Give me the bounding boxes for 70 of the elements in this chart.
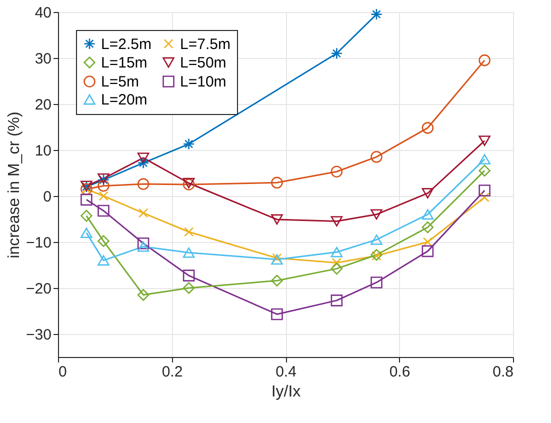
point	[271, 176, 283, 189]
point	[80, 228, 92, 238]
point	[137, 289, 150, 301]
point	[480, 192, 490, 202]
y-tick-label: 10	[34, 142, 52, 160]
legend-label: L=10m	[180, 74, 226, 90]
point	[370, 8, 382, 20]
point	[80, 210, 92, 222]
point	[330, 246, 343, 258]
y-tick-label: 40	[34, 4, 52, 22]
point	[370, 209, 382, 220]
point	[422, 122, 434, 134]
point	[271, 214, 283, 225]
point	[422, 188, 434, 198]
x-tick-label: 0.4	[276, 364, 296, 380]
point	[330, 262, 343, 275]
point	[137, 178, 150, 190]
legend-label: L=5m	[101, 74, 139, 90]
y-tick-label: −30	[26, 326, 52, 344]
point	[184, 227, 194, 237]
point	[80, 194, 92, 206]
point	[98, 180, 110, 192]
point	[332, 258, 342, 268]
point	[138, 208, 148, 218]
point	[98, 191, 108, 201]
point	[182, 270, 195, 282]
y-axis-title: increase in M_cr (%)	[6, 112, 24, 258]
point	[478, 54, 490, 66]
point	[182, 282, 195, 294]
y-tick-label: 30	[34, 50, 52, 68]
point	[422, 245, 434, 258]
point	[422, 221, 434, 234]
legend-label: L=7.5m	[180, 36, 230, 53]
point	[478, 136, 490, 146]
x-tick-label: 0.6	[389, 364, 410, 380]
point	[137, 237, 150, 250]
legend-label: L=20m	[101, 92, 148, 108]
x-axis-title: Iy/Ix	[271, 384, 301, 400]
point	[370, 151, 382, 163]
x-tick-label: 0.2	[162, 364, 183, 380]
point	[137, 152, 150, 164]
y-tick-label: 0	[43, 188, 52, 206]
point	[478, 154, 490, 164]
point	[330, 216, 343, 226]
point	[330, 294, 343, 306]
point	[98, 235, 110, 247]
legend-label: L=50m	[180, 54, 226, 72]
point	[137, 241, 150, 252]
point	[98, 255, 110, 266]
x-tick-label: 0.8	[492, 364, 514, 380]
point	[422, 237, 433, 247]
point	[182, 138, 195, 150]
legend-label: L=2.5m	[101, 36, 152, 53]
point	[330, 166, 343, 178]
point	[478, 164, 490, 177]
point	[271, 274, 283, 287]
x-tick-label: 0	[58, 364, 67, 380]
y-tick-label: −10	[26, 234, 52, 252]
y-tick-label: 20	[34, 96, 52, 114]
point	[271, 308, 283, 320]
point	[422, 209, 434, 220]
point	[478, 184, 490, 196]
point	[137, 156, 150, 169]
point	[370, 276, 382, 288]
point	[370, 234, 382, 245]
point	[330, 48, 343, 60]
point	[182, 247, 195, 258]
y-tick-label: −20	[26, 280, 52, 298]
point	[98, 204, 110, 217]
legend-label: L=15m	[101, 54, 148, 72]
